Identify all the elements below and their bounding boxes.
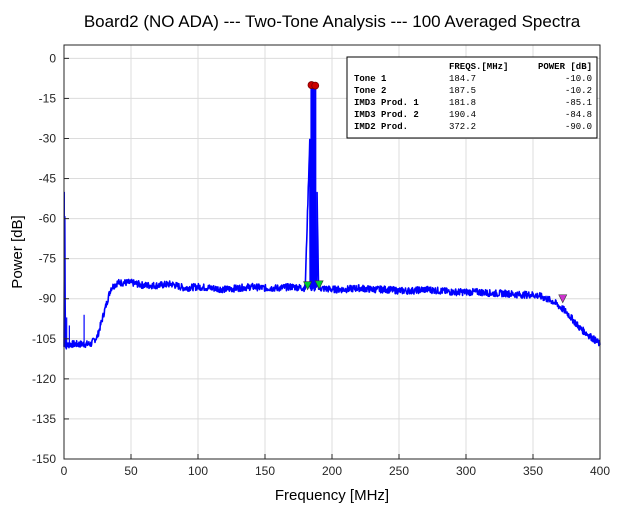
y-tick-label: -105	[32, 332, 56, 346]
x-tick-label: 50	[124, 464, 138, 478]
x-tick-label: 200	[322, 464, 342, 478]
table-row-freq: 187.5	[449, 86, 476, 96]
x-axis-label: Frequency [MHz]	[275, 487, 389, 504]
x-tick-label: 0	[61, 464, 68, 478]
table-row-power: -10.0	[565, 74, 592, 84]
info-table: FREQS.[MHz] POWER [dB] Tone 1 184.7 -10.0 Ton…	[346, 56, 598, 139]
table-row-freq: 190.4	[449, 110, 476, 120]
y-tick-label: -75	[39, 252, 57, 266]
y-tick-label: -60	[39, 212, 57, 226]
product-marker	[303, 281, 313, 291]
x-tick-label: 400	[590, 464, 610, 478]
y-axis: 0 -15 -30 -45 -60 -75 -90 -105 -120 -135 -150	[32, 51, 69, 466]
table-row-label: IMD3 Prod. 1	[354, 98, 419, 108]
y-tick-label: 0	[49, 51, 56, 65]
spectrum-line	[63, 82, 601, 350]
y-tick-label: -90	[39, 292, 57, 306]
y-tick-label: -120	[32, 372, 56, 386]
x-tick-label: 300	[456, 464, 476, 478]
table-header: POWER [dB]	[538, 62, 592, 72]
table-row-label: IMD3 Prod. 2	[354, 110, 419, 120]
table-row-freq: 184.7	[449, 74, 476, 84]
x-tick-label: 150	[255, 464, 275, 478]
table-row-power: -84.8	[565, 110, 592, 120]
table-row-freq: 372.2	[449, 122, 476, 132]
table-row-power: -85.1	[565, 98, 592, 108]
x-axis: 0 50 100 150 200 250 300 350 400	[61, 454, 610, 478]
y-axis-label: Power [dB]	[9, 215, 26, 288]
x-tick-label: 350	[523, 464, 543, 478]
y-tick-label: -15	[39, 91, 57, 105]
table-row-freq: 181.8	[449, 98, 476, 108]
table-row-label: IMD2 Prod.	[354, 122, 408, 132]
chart-title: Board2 (NO ADA) --- Two-Tone Analysis --…	[84, 12, 581, 31]
markers-group	[303, 81, 568, 304]
info-table-box	[346, 56, 598, 139]
product-marker	[314, 280, 324, 290]
product-marker	[558, 294, 568, 304]
table-row-label: Tone 1	[354, 74, 387, 84]
y-tick-label: -150	[32, 452, 56, 466]
y-tick-label: -30	[39, 131, 57, 145]
x-tick-label: 100	[188, 464, 208, 478]
x-tick-label: 250	[389, 464, 409, 478]
tone-marker	[311, 81, 320, 90]
table-row-label: Tone 2	[354, 86, 386, 96]
y-tick-label: -135	[32, 412, 56, 426]
table-row-power: -90.0	[565, 122, 592, 132]
table-row-power: -10.2	[565, 86, 592, 96]
table-header: FREQS.[MHz]	[449, 62, 508, 72]
y-tick-label: -45	[39, 172, 57, 186]
